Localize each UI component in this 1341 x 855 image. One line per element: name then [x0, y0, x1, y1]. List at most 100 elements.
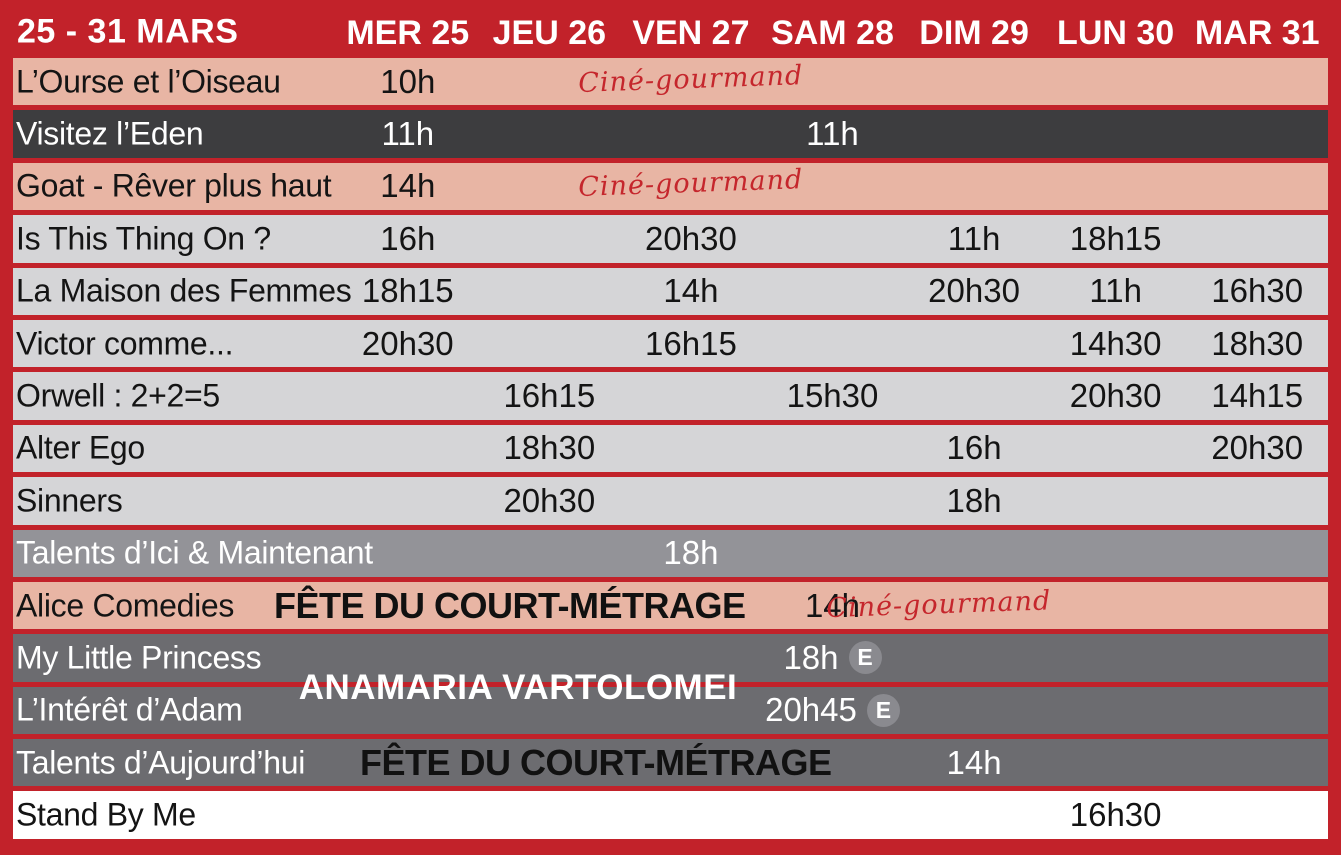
showtime: 16h — [380, 219, 436, 257]
showtime: 20h30 — [1069, 377, 1162, 415]
film-title: Victor comme... — [16, 325, 234, 362]
schedule-row: Sinners 20h30 18h — [13, 477, 1328, 525]
schedule-row: La Maison des Femmes 18h15 14h 20h30 11h 16h3… — [13, 267, 1328, 315]
schedule-row: My Little Princess 18h E — [13, 634, 1328, 682]
film-title: Talents d’Aujourd’hui — [16, 744, 305, 781]
showtime: 15h30 — [786, 377, 879, 415]
film-title: Alter Ego — [16, 429, 145, 466]
showtime: 18h — [783, 638, 839, 676]
film-title: Goat - Rêver plus haut — [16, 167, 332, 204]
schedule-row: Is This Thing On ? 16h 20h30 11h 18h15 — [13, 215, 1328, 263]
film-title: L’Ourse et l’Oiseau — [16, 63, 281, 100]
anamaria-vartolomei-overlay: ANAMARIA VARTOLOMEI — [298, 668, 738, 707]
showtime: 14h — [663, 272, 719, 310]
showtime: 10h — [380, 62, 436, 100]
showtime-cell: 14h — [337, 163, 479, 210]
showtime: 20h30 — [645, 219, 737, 257]
film-title: L’Intérêt d’Adam — [16, 691, 243, 728]
showtime-cell: 14h — [762, 582, 904, 629]
day-header: DIM 29 — [919, 13, 1029, 52]
film-title: Stand By Me — [16, 796, 196, 833]
showtime: 20h30 — [1211, 429, 1304, 467]
film-title: Visitez l’Eden — [16, 115, 204, 152]
showtime-cell: 16h30 — [1045, 791, 1187, 838]
showtime: 20h30 — [503, 481, 596, 519]
showtime-cell: 11h — [337, 110, 479, 157]
cine-gourmand-script: Ciné-gourmand — [577, 164, 804, 204]
schedule-row: L’Ourse et l’Oiseau 10h Ciné-gourmand — [13, 58, 1328, 106]
e-rating-badge: E — [848, 641, 882, 675]
film-title: Sinners — [16, 482, 123, 519]
schedule-header: 25 - 31 MARS MER 25 JEU 26 VEN 27 SAM 28 DIM… — [0, 0, 1341, 58]
film-title: Alice Comedies — [16, 587, 235, 624]
showtime: 11h — [381, 115, 435, 153]
showtime-cell: 18h — [903, 477, 1045, 524]
showtime: 14h30 — [1069, 324, 1162, 362]
showtime-cell: 10h — [337, 58, 479, 105]
showtime-cell: 14h30 — [1045, 320, 1187, 367]
showtime-cell: 11h — [762, 110, 904, 157]
showtime-cell: 18h — [620, 530, 762, 577]
showtime: 14h — [946, 743, 1002, 781]
showtime: 14h — [380, 167, 436, 205]
showtime-cell: 20h30 — [903, 268, 1045, 315]
showtime-cell: 20h30 — [620, 215, 762, 262]
cine-gourmand-script: Ciné-gourmand — [577, 59, 804, 99]
schedule-row: Victor comme... 20h30 16h15 14h30 18h30 — [13, 319, 1328, 368]
showtime-cell: 16h — [903, 425, 1045, 472]
showtime: 18h30 — [503, 429, 596, 467]
showtime: 20h45 — [765, 691, 857, 729]
showtime: 18h30 — [1211, 324, 1304, 362]
showtime-cell: 14h — [620, 268, 762, 315]
showtime: 14h15 — [1211, 377, 1304, 415]
film-title: La Maison des Femmes — [16, 272, 352, 309]
showtime: 18h — [946, 481, 1002, 519]
showtime-cell: 20h30 — [479, 477, 621, 524]
showtime: 18h15 — [361, 272, 454, 310]
schedule-row: Alter Ego 18h30 16h 20h30 — [13, 424, 1328, 473]
showtime-cell: 16h15 — [620, 320, 762, 367]
schedule-row: L’Intérêt d’Adam 20h45 E — [13, 686, 1328, 735]
cine-gourmand-script: Ciné-gourmand — [826, 584, 1053, 624]
showtime-cell: 20h30 — [1186, 425, 1328, 472]
showtime: 16h — [946, 429, 1002, 467]
showtime-cell: 18h15 — [337, 268, 479, 315]
schedule-row: Goat - Rêver plus haut 14h Ciné-gourmand — [13, 162, 1328, 211]
showtime-cell: 18h E — [762, 634, 904, 681]
fete-du-court-metrage-banner: FÊTE DU COURT-MÉTRAGE — [274, 584, 746, 626]
schedule-row: Talents d’Ici & Maintenant 18h — [13, 529, 1328, 577]
schedule-row: Alice Comedies FÊTE DU COURT-MÉTRAGE 14h Ci… — [13, 581, 1328, 630]
day-header: MAR 31 — [1194, 13, 1320, 52]
showtime-cell: 16h30 — [1186, 268, 1328, 315]
schedule-rows: L’Ourse et l’Oiseau 10h Ciné-gourmand Visit… — [0, 58, 1341, 839]
e-rating-badge: E — [866, 693, 900, 727]
showtime-cell: 16h — [337, 215, 479, 262]
showtime-cell: 18h30 — [479, 425, 621, 472]
showtime: 16h30 — [1069, 796, 1162, 834]
showtime-cell: 14h — [903, 739, 1045, 786]
showtime: 20h30 — [361, 324, 454, 362]
showtime: 18h — [663, 534, 719, 572]
film-title: Talents d’Ici & Maintenant — [16, 534, 373, 571]
film-title: Is This Thing On ? — [16, 220, 271, 257]
week-label: 25 - 31 MARS — [17, 12, 239, 51]
day-header: VEN 27 — [632, 13, 750, 52]
showtime-cell: 18h30 — [1186, 320, 1328, 367]
day-header: LUN 30 — [1057, 13, 1175, 52]
showtime-cell: 15h30 — [762, 372, 904, 419]
showtime: 11h — [947, 219, 1001, 257]
showtime: 14h — [804, 586, 861, 624]
schedule-row: Visitez l’Eden 11h 11h — [13, 110, 1328, 158]
fete-du-court-metrage-banner: FÊTE DU COURT-MÉTRAGE — [360, 741, 832, 783]
film-title: Orwell : 2+2=5 — [16, 377, 220, 414]
schedule-row: Stand By Me 16h30 — [13, 791, 1328, 839]
showtime-cell: 14h15 — [1186, 372, 1328, 419]
day-header: MER 25 — [346, 13, 470, 52]
showtime: 16h30 — [1211, 272, 1304, 310]
showtime-cell: 20h45 E — [762, 687, 904, 734]
schedule-row: Talents d’Aujourd’hui FÊTE DU COURT-MÉTRA… — [13, 739, 1328, 787]
day-header: SAM 28 — [771, 13, 894, 52]
schedule-row: Orwell : 2+2=5 16h15 15h30 20h30 14h15 — [13, 372, 1328, 420]
showtime: 20h30 — [928, 272, 1020, 310]
